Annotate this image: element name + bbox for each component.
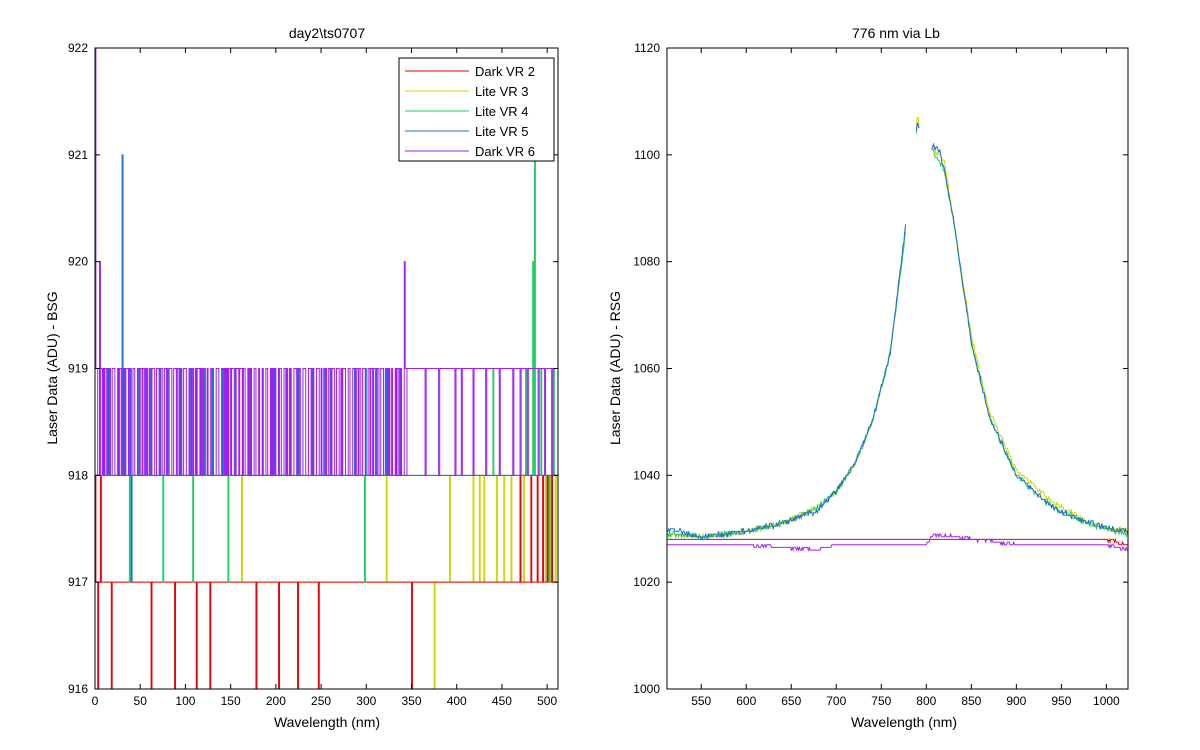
- right-y-tick-label: 1040: [633, 468, 660, 482]
- right-axes-box: [666, 47, 1129, 690]
- left-x-axis-label: Wavelength (nm): [274, 714, 380, 730]
- right-plot-area: 550 600 650 700 750 800 850 900 950 1000 1000 1020 1…: [633, 41, 1129, 708]
- left-x-tick-label: 300: [356, 694, 376, 708]
- left-y-axis-label: Laser Data (ADU) - BSG: [44, 291, 60, 444]
- left-x-tick-label: 200: [266, 694, 286, 708]
- right-y-axis-label: Laser Data (ADU) - RSG: [607, 291, 623, 445]
- legend-entry: Lite VR 4: [475, 104, 528, 119]
- left-x-tick-label: 250: [311, 694, 331, 708]
- left-x-tick-label: 450: [492, 694, 512, 708]
- left-plot-area: 0 50 100 150 200 250 300 350 400 450 500 916 917 918 9…: [68, 41, 559, 708]
- left-y-tick-label: 921: [68, 148, 88, 162]
- left-x-tick-label: 500: [537, 694, 557, 708]
- series-dark-vr-2: [667, 537, 1128, 546]
- left-x-tick-label: 350: [401, 694, 421, 708]
- right-x-tick-label: 1000: [1093, 694, 1120, 708]
- left-x-tick-label: 0: [92, 694, 99, 708]
- legend-entry: Dark VR 2: [475, 64, 535, 79]
- right-x-tick-label: 700: [826, 694, 846, 708]
- series-lite-vr-3: [667, 116, 1128, 540]
- left-chart-panel: day2\ts0707 0 50 100 150 200 250 300 350 400 450 5…: [44, 25, 559, 730]
- right-x-tick-label: 850: [961, 694, 981, 708]
- left-x-tick-label: 400: [447, 694, 467, 708]
- series-dark-vr-2: [95, 474, 558, 689]
- legend: Dark VR 2 Lite VR 3 Lite VR 4 Lite VR 5 Dark…: [398, 57, 555, 162]
- legend-entry: Dark VR 6: [475, 144, 535, 159]
- right-y-tick-label: 1000: [633, 682, 660, 696]
- left-y-tick-label: 922: [68, 41, 88, 55]
- left-y-tick-label: 916: [68, 682, 88, 696]
- right-x-tick-label: 750: [871, 694, 891, 708]
- left-y-tick-label: 920: [68, 255, 88, 269]
- legend-box: [398, 57, 555, 162]
- left-x-tick-label: 50: [134, 694, 148, 708]
- series-dark-vr-6: [667, 532, 1128, 552]
- right-x-tick-label: 950: [1051, 694, 1071, 708]
- right-x-tick-label: 650: [781, 694, 801, 708]
- right-x-tick-label: 600: [736, 694, 756, 708]
- series-dark-vr-6: [95, 48, 558, 476]
- right-x-axis-label: Wavelength (nm): [851, 714, 957, 730]
- left-chart-title: day2\ts0707: [289, 25, 365, 41]
- right-y-tick-label: 1100: [634, 148, 660, 162]
- right-x-tick-label: 900: [1006, 694, 1026, 708]
- left-y-tick-label: 917: [68, 575, 88, 589]
- left-y-tick-label: 919: [68, 362, 88, 376]
- right-x-tick-label: 550: [691, 694, 711, 708]
- legend-entry: Lite VR 5: [475, 124, 528, 139]
- left-y-tick-label: 918: [68, 468, 88, 482]
- left-x-tick-label: 150: [221, 694, 241, 708]
- right-y-tick-label: 1060: [633, 362, 660, 376]
- right-y-tick-label: 1020: [633, 575, 660, 589]
- legend-entry: Lite VR 3: [475, 84, 528, 99]
- right-chart-panel: 776 nm via Lb 550 600 650 700 750 800 850 900 95…: [607, 25, 1129, 730]
- right-chart-title: 776 nm via Lb: [852, 25, 940, 41]
- left-x-tick-label: 100: [175, 694, 195, 708]
- series-lite-vr-5: [667, 122, 1128, 540]
- right-y-tick-label: 1120: [634, 41, 660, 55]
- series-lite-vr-4: [667, 122, 1128, 541]
- right-y-tick-label: 1080: [633, 255, 660, 269]
- right-x-tick-label: 800: [916, 694, 936, 708]
